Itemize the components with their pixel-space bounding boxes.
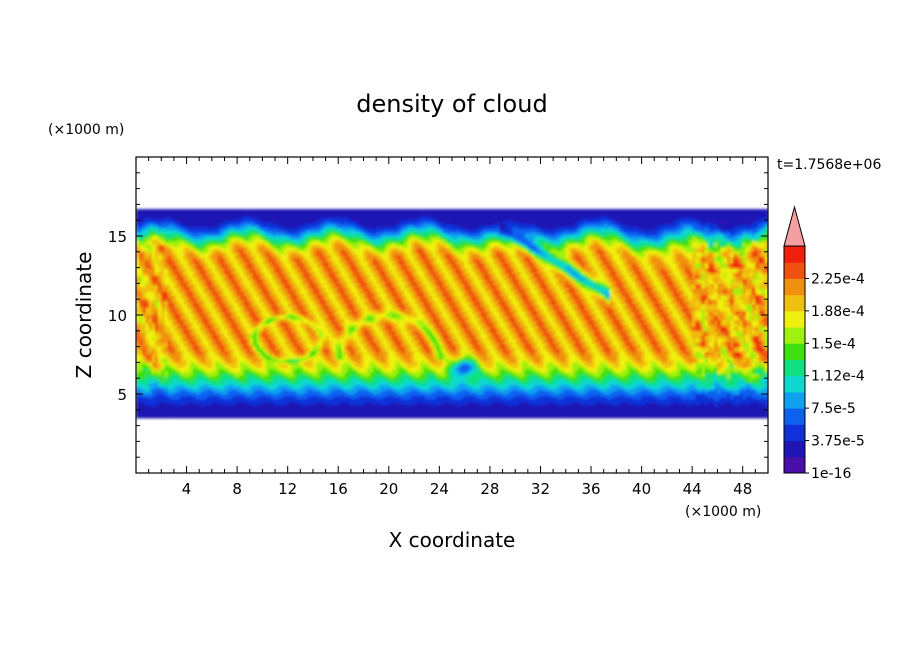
y-axis-unit: (×1000 m) bbox=[48, 122, 124, 138]
density-field bbox=[136, 209, 769, 418]
time-label: t=1.7568e+06 bbox=[777, 157, 881, 173]
chart-title: density of cloud bbox=[356, 90, 547, 118]
